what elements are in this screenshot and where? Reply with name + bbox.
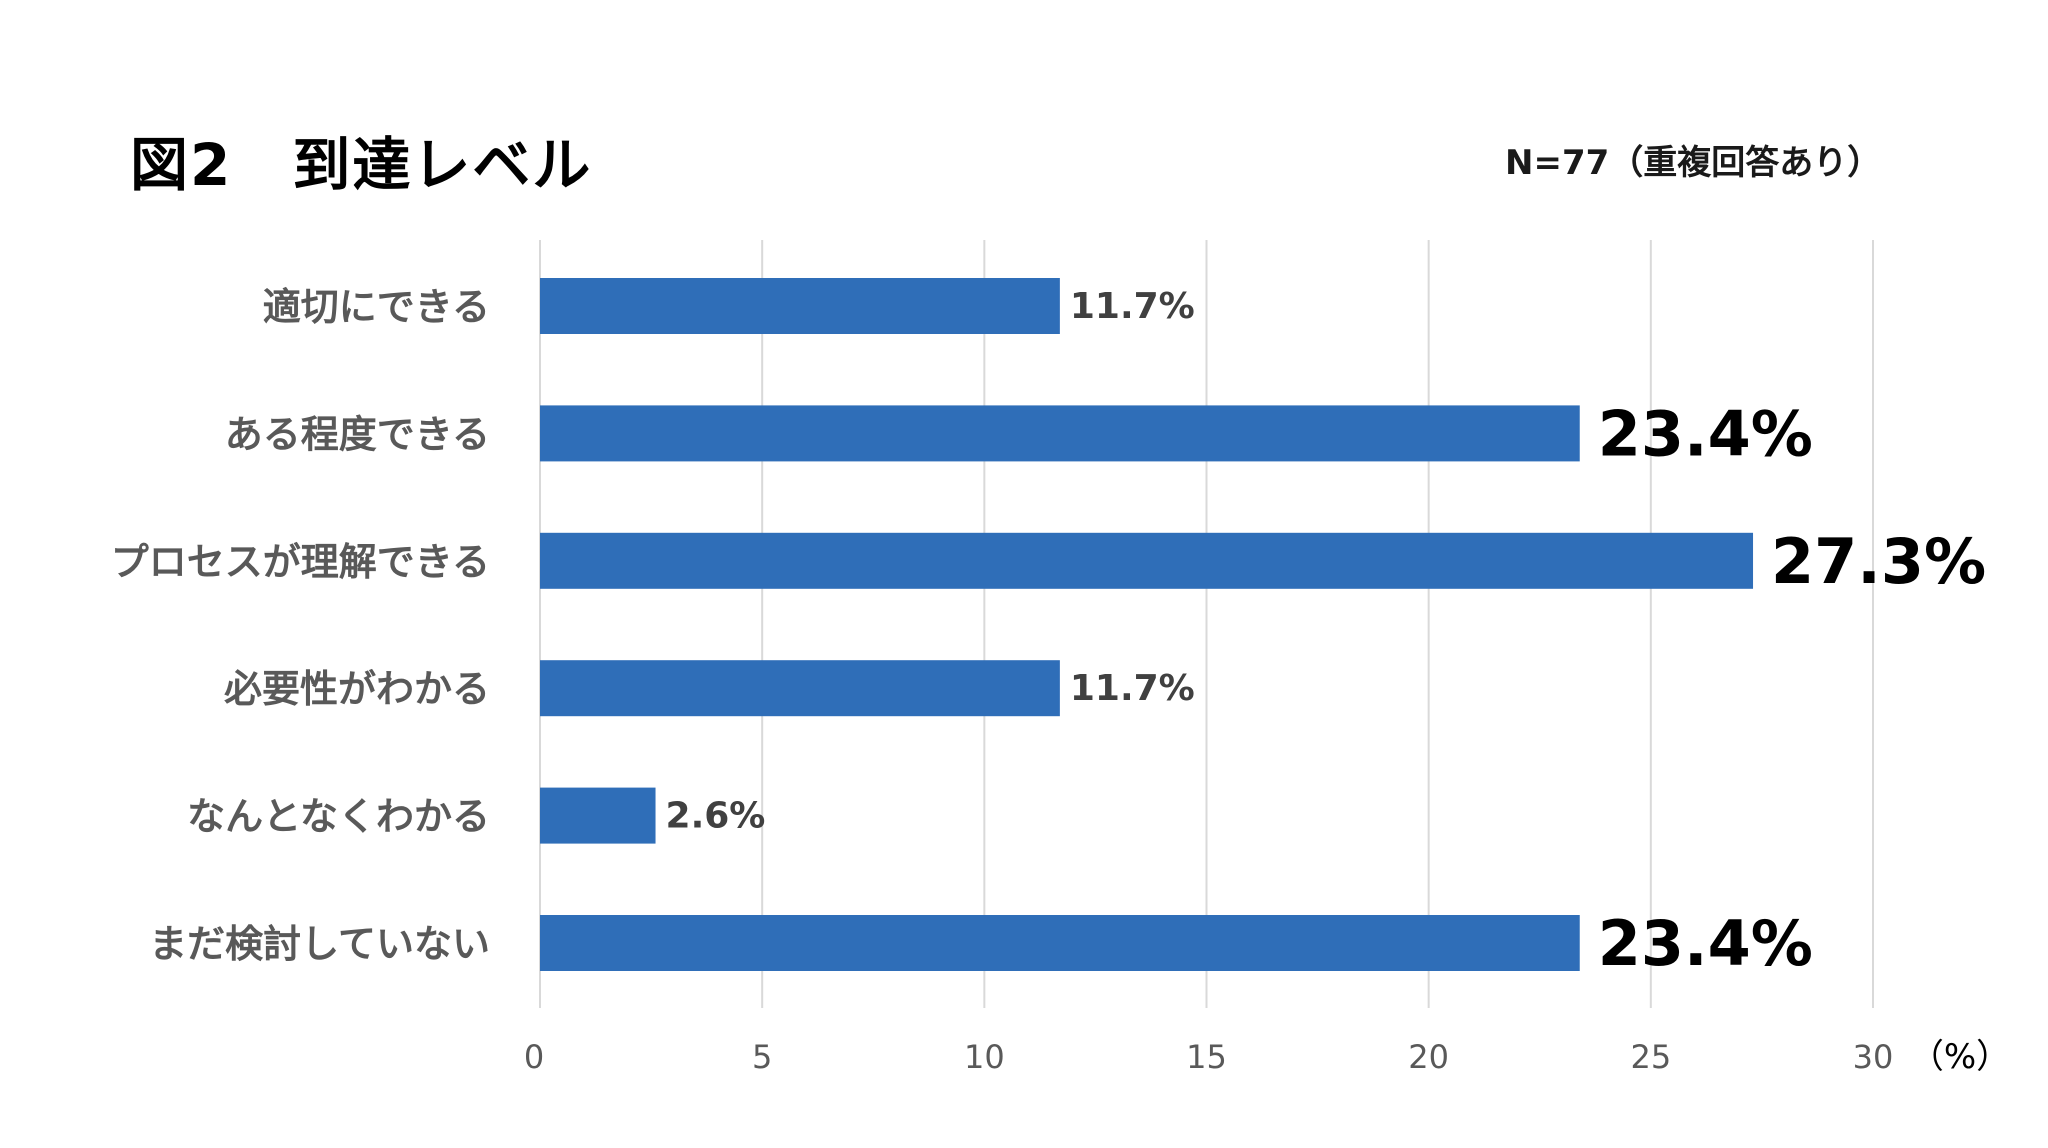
data-label: 11.7% xyxy=(1070,668,1195,709)
x-axis-unit: （%） xyxy=(1910,1037,2010,1077)
bar xyxy=(540,532,1754,589)
x-tick-label: 0 xyxy=(524,1038,544,1076)
bar xyxy=(540,660,1060,717)
x-tick-label: 15 xyxy=(1186,1038,1227,1076)
x-tick-label: 30 xyxy=(1853,1038,1894,1076)
category-label: なんとなくわかる xyxy=(187,795,490,839)
bar xyxy=(540,915,1580,971)
category-label: まだ検討していない xyxy=(149,922,490,966)
chart-subtitle: N=77（重複回答あり） xyxy=(1505,143,1882,183)
x-tick-label: 5 xyxy=(752,1038,772,1076)
category-label: ある程度できる xyxy=(225,412,490,456)
category-label: 適切にできる xyxy=(263,285,490,329)
x-tick-label: 25 xyxy=(1630,1038,1671,1076)
bar xyxy=(540,405,1580,462)
bar xyxy=(540,787,656,844)
data-label: 11.7% xyxy=(1070,286,1195,327)
data-label: 23.4% xyxy=(1598,397,1813,470)
category-label: プロセスが理解できる xyxy=(111,540,490,584)
data-label: 27.3% xyxy=(1771,525,1986,598)
chart-title: 図2 到達レベル xyxy=(130,131,593,199)
bar xyxy=(540,278,1060,334)
x-tick-label: 10 xyxy=(964,1038,1005,1076)
category-label: 必要性がわかる xyxy=(224,667,490,711)
x-tick-label: 20 xyxy=(1408,1038,1449,1076)
data-label: 2.6% xyxy=(666,796,766,837)
data-label: 23.4% xyxy=(1598,907,1813,980)
